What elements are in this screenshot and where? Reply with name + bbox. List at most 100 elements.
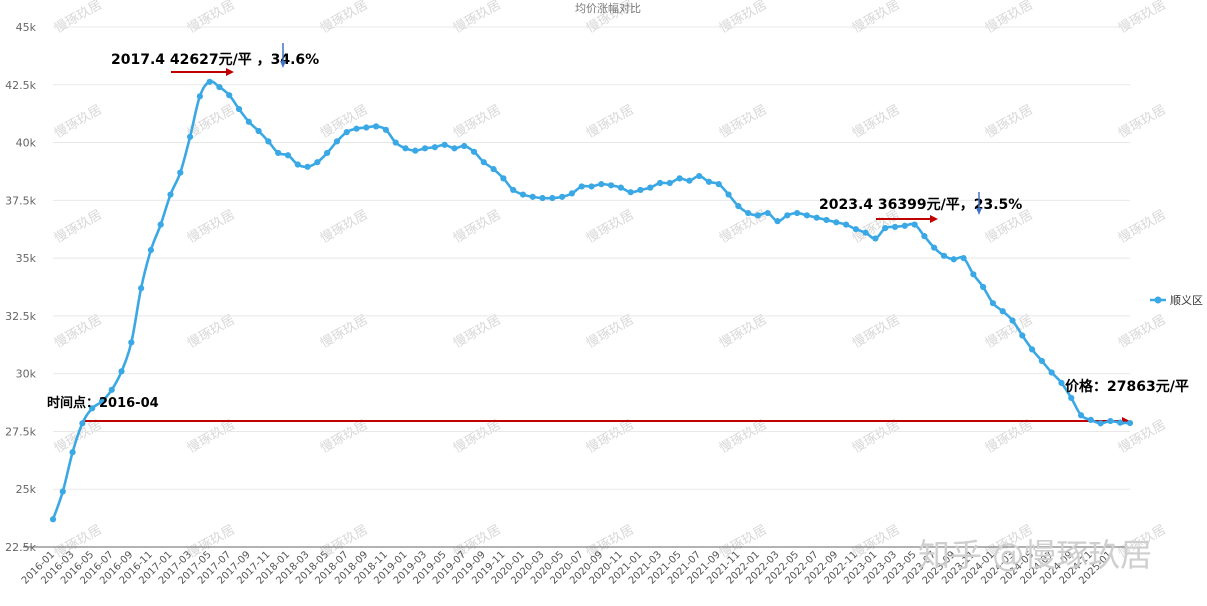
y-axis-ticks: 22.5k 25k 27.5k 30k 32.5k 35k 37.5k 40k 42.5k 45k (5, 21, 36, 554)
legend[interactable]: 顺义区 (1150, 294, 1203, 307)
data-point (784, 212, 791, 219)
data-point (235, 105, 243, 113)
watermark-text: 慢琢玖居 (184, 0, 237, 36)
watermark-text: 慢琢玖居 (450, 312, 503, 352)
data-point (69, 449, 76, 456)
y-tick-label: 35k (16, 252, 37, 265)
data-point (666, 179, 673, 187)
data-point (999, 308, 1006, 315)
data-point (49, 516, 57, 523)
data-point (872, 235, 879, 242)
y-tick-label: 27.5k (5, 425, 36, 438)
y-tick-label: 42.5k (5, 79, 36, 92)
data-point (480, 159, 487, 166)
annotation-arrowhead-2017-right (226, 68, 234, 76)
data-point (1019, 332, 1026, 339)
watermark-text: 慢琢玖居 (1115, 102, 1168, 142)
data-point (1048, 369, 1055, 376)
data-point (382, 126, 389, 133)
annotation-current-price: 价格：27863元/平 (1065, 378, 1189, 395)
series-points-shunyi (49, 78, 1134, 523)
data-point (275, 149, 282, 157)
watermark-text: 慢琢玖居 (450, 207, 503, 247)
data-point (989, 300, 997, 307)
data-point (588, 183, 595, 190)
data-point (1107, 417, 1114, 425)
watermark-text: 慢琢玖居 (583, 102, 636, 142)
data-point (725, 191, 732, 198)
annotation-time-point: 时间点：2016-04 (47, 395, 159, 411)
data-point (882, 224, 889, 232)
data-point (157, 221, 164, 228)
data-point (529, 193, 536, 200)
watermark-text: 慢琢玖居 (51, 102, 104, 142)
data-point (891, 223, 899, 231)
data-point (862, 229, 869, 236)
data-point (901, 222, 908, 229)
watermark-text: 慢琢玖居 (450, 417, 503, 457)
data-point (539, 194, 546, 202)
watermark-text: 慢琢玖居 (51, 312, 104, 352)
data-point (833, 219, 840, 226)
data-point (970, 271, 977, 278)
data-point (343, 129, 350, 136)
data-point (764, 209, 771, 217)
watermark-text: 慢琢玖居 (184, 207, 237, 247)
data-point (852, 226, 859, 233)
grid-lines (53, 26, 1130, 490)
data-point (245, 118, 252, 125)
watermark-text: 慢琢玖居 (1115, 207, 1168, 247)
data-point (128, 339, 135, 346)
data-point (255, 127, 262, 135)
annotations: 2017.4 42627元/平 ，34.6% 2023.4 36399元/平，2… (47, 43, 1189, 411)
data-point (715, 181, 722, 188)
data-point (186, 133, 194, 140)
watermark-text: 慢琢玖居 (716, 0, 769, 36)
data-point (1097, 420, 1104, 427)
watermark-text: 慢琢玖居 (184, 312, 237, 352)
data-point (353, 125, 360, 132)
data-point (196, 93, 203, 100)
watermark-text: 慢琢玖居 (716, 207, 769, 247)
data-point (686, 177, 693, 184)
watermark-text: 慢琢玖居 (583, 312, 636, 352)
data-point (421, 145, 429, 152)
watermark-text: 慢琢玖居 (317, 207, 370, 247)
data-point (1058, 379, 1065, 387)
data-point (1117, 419, 1124, 426)
data-point (1009, 317, 1016, 324)
data-point (1087, 416, 1094, 423)
data-point (647, 184, 654, 191)
data-point (392, 139, 399, 146)
data-point (559, 193, 566, 200)
data-point (931, 244, 938, 251)
data-point (754, 212, 762, 219)
data-point (1126, 419, 1134, 427)
annotation-arrowhead-2017-down (280, 61, 286, 68)
watermark-text: 慢琢玖居 (583, 417, 636, 457)
data-point (441, 141, 448, 148)
data-point (98, 398, 106, 405)
data-point (510, 186, 517, 194)
data-point (412, 147, 419, 154)
data-point (147, 246, 155, 254)
data-point (911, 221, 918, 228)
data-point (940, 252, 948, 259)
data-point (676, 175, 683, 182)
data-point (1038, 357, 1045, 365)
data-point (568, 190, 576, 197)
data-point (950, 256, 957, 263)
watermark-text: 慢琢玖居 (716, 417, 769, 457)
data-point (842, 221, 850, 228)
data-point (118, 368, 125, 375)
data-point (637, 186, 644, 194)
zhihu-watermark: 知乎 @慢琢玖居 (918, 536, 1152, 574)
watermark-text: 慢琢玖居 (317, 417, 370, 457)
data-point (284, 152, 292, 159)
watermark-text: 慢琢玖居 (849, 417, 902, 457)
data-point (823, 216, 830, 224)
data-point (745, 209, 752, 217)
watermark-text: 慢琢玖居 (51, 0, 104, 36)
watermark-text: 慢琢玖居 (849, 0, 902, 36)
